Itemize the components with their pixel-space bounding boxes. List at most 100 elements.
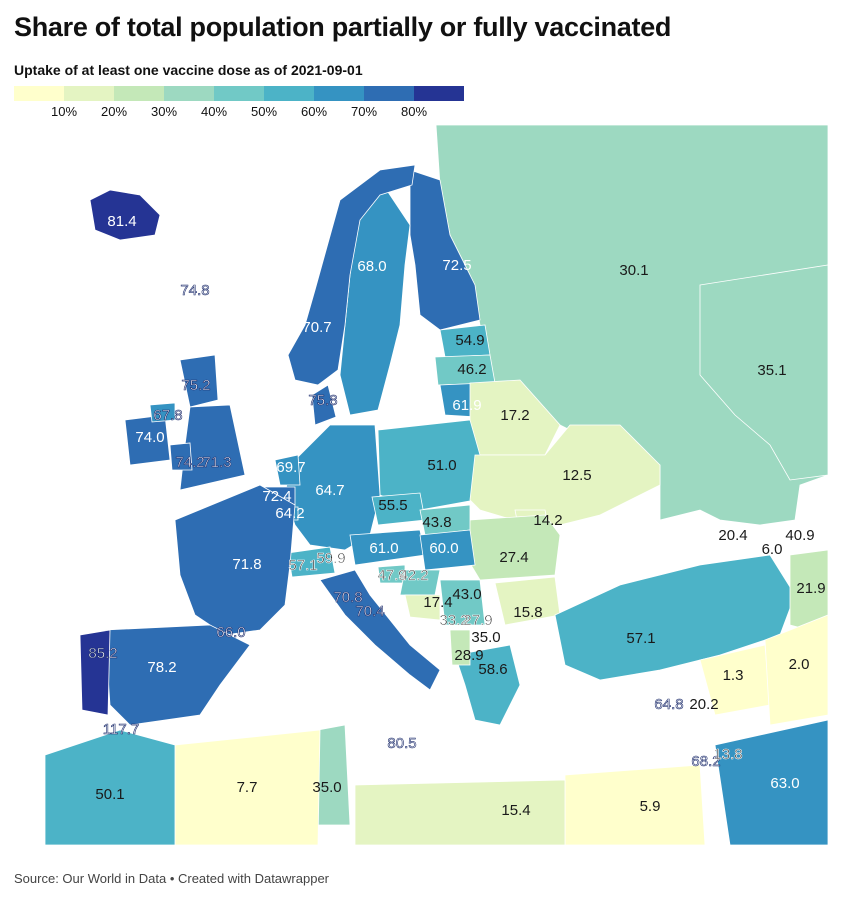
value-label-algeria: 7.7 [237, 779, 258, 796]
legend-tick: 50% [250, 104, 278, 119]
legend-swatch-8 [414, 86, 464, 101]
country-hungary [419, 529, 476, 571]
legend-swatch-1 [64, 86, 114, 101]
value-label-luxembourg: 64.2 [275, 505, 304, 522]
value-label-romania: 27.4 [499, 549, 528, 566]
value-label-france: 71.8 [232, 556, 261, 573]
country-bosnia [404, 594, 441, 621]
legend-swatch-4 [214, 86, 264, 101]
value-label-bosnia: 17.4 [423, 594, 452, 611]
country-iceland [89, 189, 161, 241]
country-finland [409, 169, 481, 331]
value-label-iceland: 81.4 [107, 213, 136, 230]
value-label-portugal: 85.2 [88, 645, 117, 662]
legend-tick: 40% [200, 104, 228, 119]
legend-swatch-6 [314, 86, 364, 101]
legend-swatches [14, 86, 464, 101]
value-label-jordan: 13.8 [713, 746, 742, 763]
value-label-liechtenstein: 59.9 [316, 550, 345, 567]
value-label-syria: 1.3 [723, 667, 744, 684]
country-shapes [44, 125, 829, 845]
country-iraq [764, 614, 829, 726]
country-portugal [79, 629, 111, 716]
value-label-switzerland: 57.1 [288, 557, 317, 574]
value-label-bulgaria: 15.8 [513, 604, 542, 621]
legend-swatch-0 [14, 86, 64, 101]
country-scotland [179, 354, 219, 408]
value-label-morocco: 50.1 [95, 786, 124, 803]
country-saudi-arabia [714, 719, 829, 845]
legend-tick: 70% [350, 104, 378, 119]
legend-tick: 20% [100, 104, 128, 119]
value-label-ukraine: 12.5 [562, 467, 591, 484]
value-label-kazakhstan: 35.1 [757, 362, 786, 379]
value-label-georgia: 20.4 [718, 527, 747, 544]
legend-swatch-5 [264, 86, 314, 101]
value-label-slovakia: 43.8 [422, 514, 451, 531]
country-england [179, 404, 246, 491]
country-egypt [564, 764, 706, 845]
country-libya [354, 779, 566, 845]
value-label-austria: 61.0 [369, 540, 398, 557]
country-albania [449, 629, 471, 666]
country-denmark [311, 384, 337, 426]
value-label-moldova: 14.2 [533, 512, 562, 529]
value-label-monaco: 70.8 [333, 589, 362, 606]
value-label-hungary: 60.0 [429, 540, 458, 557]
value-label-tunisia: 35.0 [312, 779, 341, 796]
value-label-northern-ireland: 67.8 [153, 407, 182, 424]
country-tunisia [317, 724, 351, 826]
value-label-kosovo: 27.9 [463, 612, 492, 629]
country-kazakhstan [699, 264, 829, 481]
value-label-montenegro: 33.2 [439, 612, 468, 629]
value-label-czechia: 55.5 [378, 497, 407, 514]
value-label-germany: 64.7 [315, 482, 344, 499]
map-subtitle: Uptake of at least one vaccine dose as o… [14, 62, 363, 78]
country-wales [169, 442, 193, 471]
value-label-turkey: 57.1 [626, 630, 655, 647]
value-label-greece: 58.6 [478, 661, 507, 678]
value-label-iran: 21.9 [796, 580, 825, 597]
legend-swatch-7 [364, 86, 414, 101]
value-label-cyprus: 64.8 [654, 696, 683, 713]
legend-tick: 80% [400, 104, 428, 119]
value-label-finland: 72.5 [442, 257, 471, 274]
value-label-belgium: 72.4 [262, 488, 291, 505]
value-label-israel: 68.2 [691, 753, 720, 770]
value-label-wales: 74.2 [175, 454, 204, 471]
europe-map: 81.4 74.8 70.7 68.0 72.5 30.1 35.1 54.9 46.2 61.9… [0, 125, 843, 845]
value-labels: 81.4 74.8 70.7 68.0 72.5 30.1 35.1 54.9 46.2 61.9… [88, 213, 826, 819]
legend-tick: 10% [50, 104, 78, 119]
value-label-malta: 80.5 [387, 735, 416, 752]
legend-swatch-3 [164, 86, 214, 101]
legend-tick: 60% [300, 104, 328, 119]
value-label-russia: 30.1 [619, 262, 648, 279]
value-label-spain: 78.2 [147, 659, 176, 676]
value-label-andorra: 65.6 [291, 609, 320, 626]
value-label-faroe: 74.8 [180, 282, 209, 299]
value-label-azerbaijan: 40.9 [785, 527, 814, 544]
value-label-england: 71.3 [202, 454, 231, 471]
value-label-italy: 70.4 [355, 603, 384, 620]
country-spain [104, 624, 251, 726]
country-greece [454, 644, 521, 726]
map-title: Share of total population partially or f… [14, 12, 672, 42]
value-label-serbia: 43.0 [452, 586, 481, 603]
value-label-ireland: 74.0 [135, 429, 164, 446]
value-label-egypt: 5.9 [640, 798, 661, 815]
country-norway [287, 164, 416, 386]
country-ukraine [469, 424, 661, 526]
country-serbia [439, 579, 486, 626]
value-label-scotland: 75.2 [181, 377, 210, 394]
country-netherlands [274, 454, 301, 486]
value-label-iraq: 2.0 [789, 656, 810, 673]
value-label-sweden: 68.0 [357, 258, 386, 275]
value-label-belarus: 17.2 [500, 407, 529, 424]
value-label-armenia: 6.0 [762, 541, 783, 558]
value-label-netherlands: 69.7 [276, 459, 305, 476]
value-label-basque: 66.0 [216, 624, 245, 641]
value-label-gibraltar: 117.7 [103, 721, 139, 738]
country-northern-ireland [149, 402, 176, 423]
source-note: Source: Our World in Data • Created with… [14, 871, 330, 886]
country-italy [319, 569, 441, 691]
